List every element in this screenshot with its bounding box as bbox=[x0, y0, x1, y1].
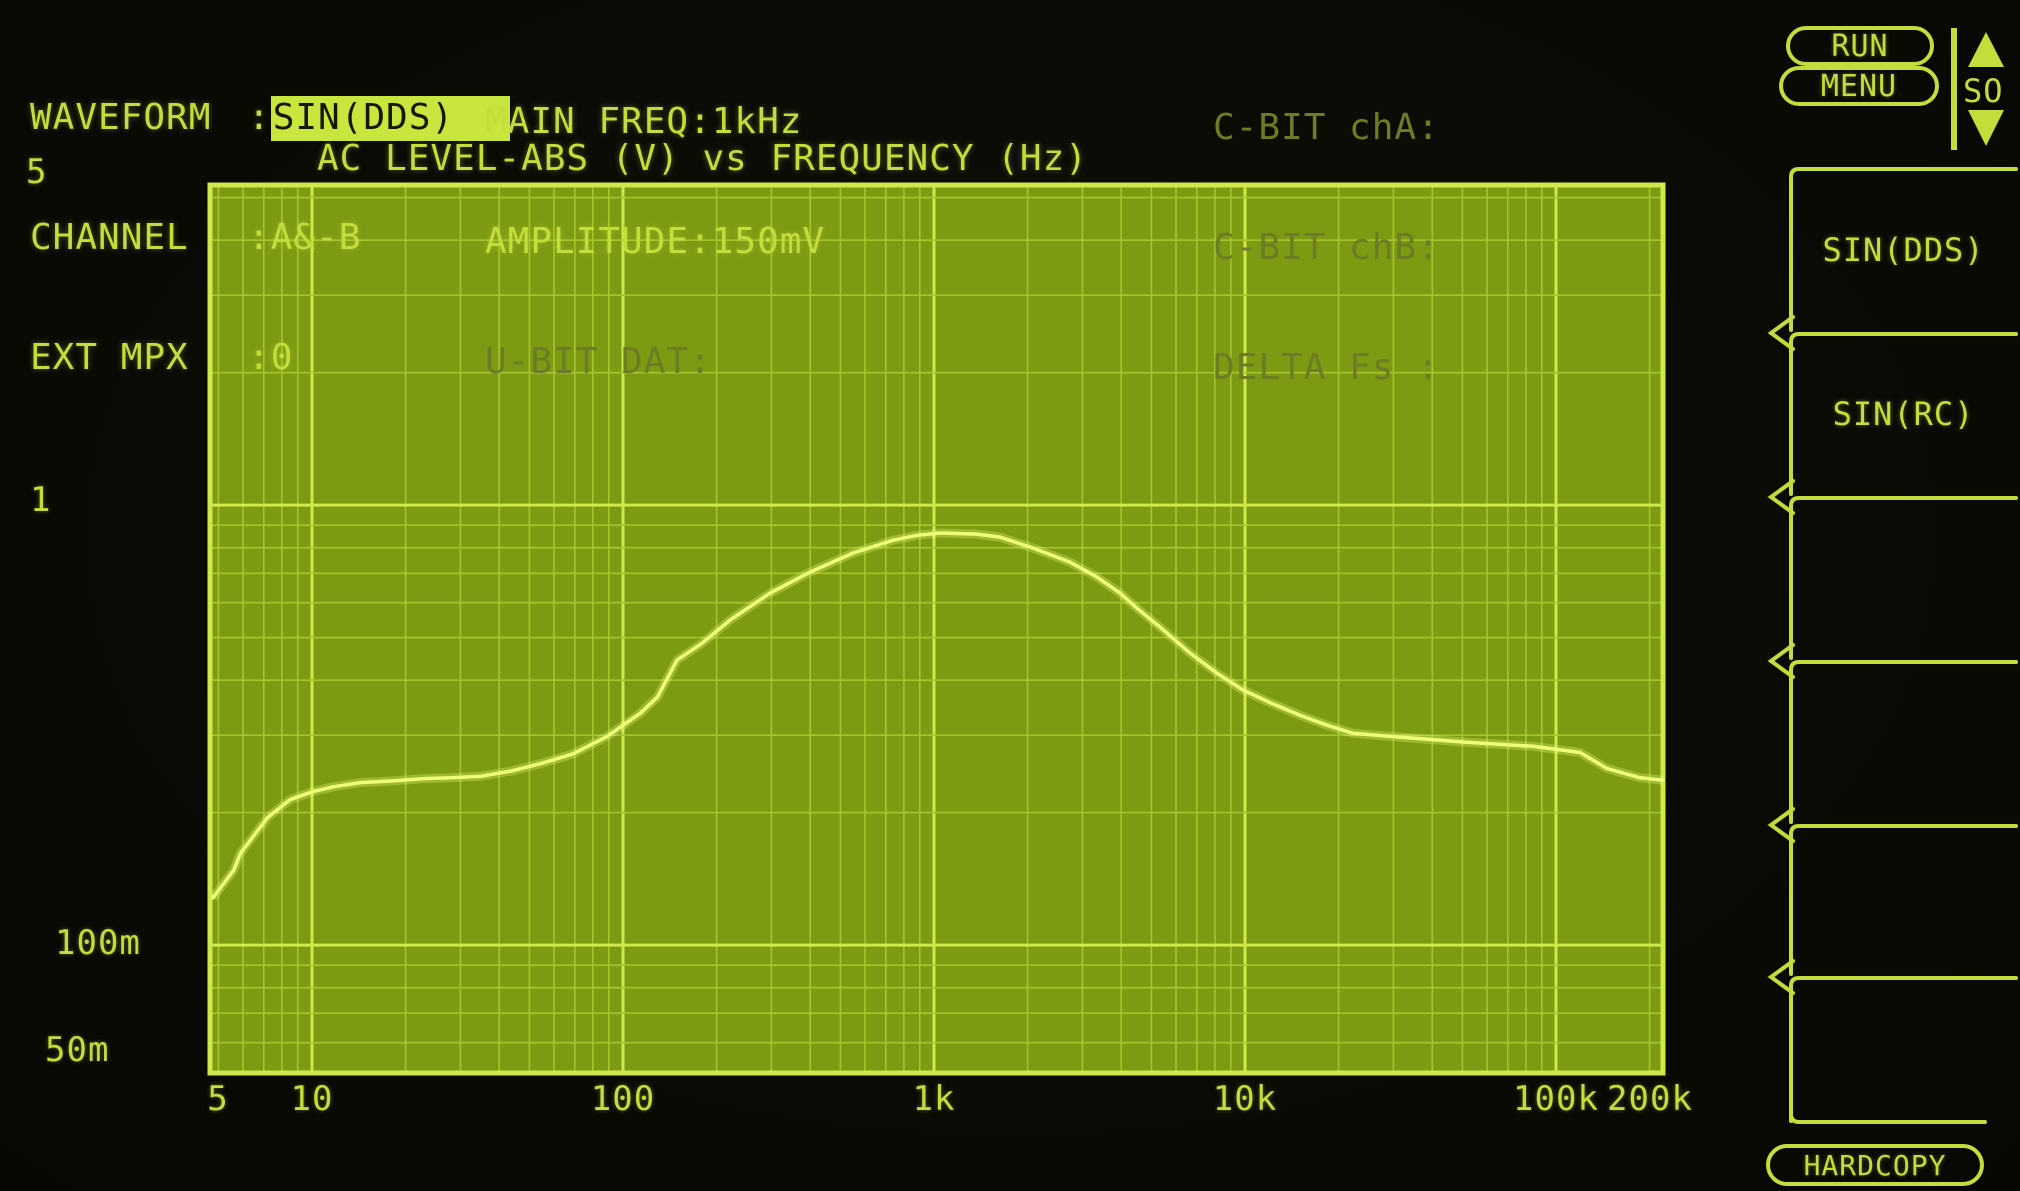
channel-value: A&-B bbox=[270, 217, 362, 258]
ext-mpx-label: EXT MPX bbox=[30, 337, 189, 378]
c-bit-chb-row: C-BIT chB: bbox=[1213, 227, 1440, 268]
softkey-notch-icon-3 bbox=[1767, 643, 1795, 679]
softkey-box-border-3 bbox=[1789, 660, 2018, 824]
param-row-waveform: WAVEFORM:SIN(DDS) bbox=[30, 96, 511, 141]
menu-button[interactable]: MENU bbox=[1779, 66, 1939, 106]
c-bit-cha-row: C-BIT chA: bbox=[1213, 107, 1440, 148]
softkey-notch-icon-2 bbox=[1767, 479, 1795, 515]
x-tick-100: 100 bbox=[590, 1079, 656, 1119]
delta-fs-row: DELTA Fs : bbox=[1213, 347, 1440, 388]
x-tick-10k: 10k bbox=[1212, 1079, 1278, 1119]
softkey-blank-4 bbox=[1791, 824, 2016, 976]
softkey-blank-5 bbox=[1791, 976, 2016, 1123]
softkey-sin-dds-[interactable]: SIN(DDS) bbox=[1822, 230, 1985, 269]
x-tick-1k: 1k bbox=[912, 1079, 956, 1119]
run-button[interactable]: RUN bbox=[1786, 26, 1934, 66]
response-curve bbox=[211, 531, 1665, 900]
param-column-right: C-BIT chA: C-BIT chB: DELTA Fs : bbox=[1213, 28, 1440, 468]
y-tick-100m: 100m bbox=[55, 923, 141, 963]
scroll-up-arrow-icon[interactable] bbox=[1968, 32, 2004, 67]
softkey-box-border-0 bbox=[1789, 167, 2018, 332]
waveform-value[interactable]: SIN(DDS) bbox=[270, 96, 511, 141]
softkey-notch-icon-4 bbox=[1767, 807, 1795, 843]
softkey-box-border-2 bbox=[1789, 496, 2018, 660]
x-tick-200k: 200k bbox=[1607, 1079, 1693, 1119]
scroll-down-arrow-icon[interactable] bbox=[1968, 110, 2004, 146]
arrow-divider-bar bbox=[1951, 28, 1957, 150]
softkey-box-border-1 bbox=[1789, 332, 2018, 496]
y-tick-1: 1 bbox=[30, 480, 52, 520]
x-tick-100k: 100k bbox=[1513, 1079, 1599, 1119]
softkey-box-border-5 bbox=[1789, 976, 2018, 1123]
softkey-box-border-4 bbox=[1789, 824, 2018, 976]
ext-mpx-value: 0 bbox=[270, 337, 294, 378]
so-indicator: SO bbox=[1963, 72, 2004, 110]
scroll-arrows-widget bbox=[1951, 28, 2004, 150]
softkey-blank-3 bbox=[1791, 660, 2016, 824]
softkey-sin-rc-[interactable]: SIN(RC) bbox=[1832, 395, 1975, 433]
softkey-notch-icon-5 bbox=[1767, 959, 1795, 995]
softkey-notch-icon-1 bbox=[1767, 315, 1795, 351]
param-row-ext-mpx: EXT MPX:0 bbox=[30, 338, 510, 378]
hardcopy-button[interactable]: HARDCOPY bbox=[1766, 1144, 1984, 1186]
waveform-label: WAVEFORM bbox=[30, 97, 212, 138]
plot-background bbox=[210, 185, 1663, 1073]
ext-mpx-sep: : bbox=[248, 337, 271, 378]
param-column-left: WAVEFORM:SIN(DDS) CHANNEL:A&-B EXT MPX:0 bbox=[30, 18, 511, 458]
main-freq-row: MAIN FREQ:1kHz bbox=[485, 101, 803, 142]
plot-border bbox=[207, 182, 1666, 1076]
channel-label: CHANNEL bbox=[30, 217, 189, 258]
y-tick-50m: 50m bbox=[45, 1030, 110, 1070]
amplitude-row: AMPLITUDE:150mV bbox=[485, 221, 826, 262]
channel-sep: : bbox=[248, 217, 271, 258]
x-tick-5: 5 bbox=[207, 1079, 229, 1119]
x-tick-10: 10 bbox=[290, 1079, 334, 1119]
softkey-box-bottom bbox=[1789, 1112, 1987, 1124]
y-tick-5: 5 bbox=[26, 152, 48, 192]
waveform-sep: : bbox=[248, 97, 271, 138]
u-bit-dat-row: U-BIT DAT: bbox=[485, 341, 712, 382]
param-column-middle: MAIN FREQ:1kHz AMPLITUDE:150mV U-BIT DAT… bbox=[485, 22, 825, 462]
param-row-channel: CHANNEL:A&-B bbox=[30, 218, 510, 258]
softkey-blank-2 bbox=[1791, 496, 2016, 660]
chart-title: AC LEVEL-ABS (V) vs FREQUENCY (Hz) bbox=[317, 138, 1088, 179]
